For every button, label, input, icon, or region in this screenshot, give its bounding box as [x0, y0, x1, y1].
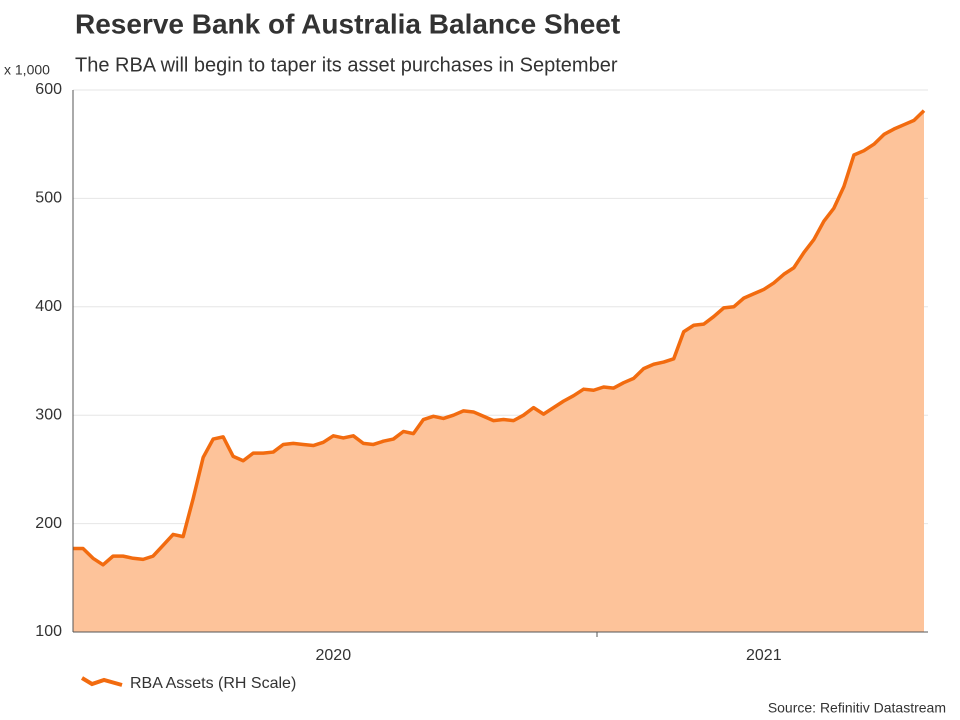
x-tick-label: 2020 — [316, 647, 352, 664]
y-tick-label: 600 — [35, 81, 62, 98]
y-tick-label: 100 — [35, 623, 62, 640]
source: Source: Refinitiv Datastream — [768, 700, 946, 716]
y-tick-label: 400 — [35, 298, 62, 315]
line — [73, 109, 926, 567]
legend-icon — [80, 676, 123, 687]
legend-label: RBA Assets (RH Scale) — [130, 675, 296, 692]
y-tick-label: 300 — [35, 406, 62, 423]
area — [73, 110, 924, 632]
y-tick-label: 500 — [35, 190, 62, 207]
x-tick-label: 2021 — [746, 647, 782, 664]
y-unit-label: x 1,000 — [4, 62, 50, 78]
y-tick-label: 200 — [35, 515, 62, 532]
chart-title: Reserve Bank of Australia Balance Sheet — [75, 8, 620, 39]
chart-subtitle: The RBA will begin to taper its asset pu… — [75, 54, 618, 76]
